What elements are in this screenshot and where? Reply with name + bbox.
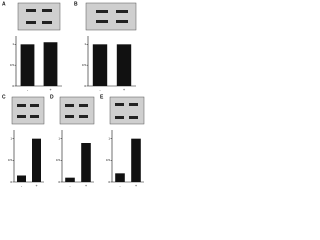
band: [116, 20, 128, 23]
x-tick-label: +: [123, 87, 126, 92]
y-tick-label: 0.5: [106, 158, 111, 162]
panel-label: B: [74, 1, 78, 7]
band: [96, 20, 108, 23]
y-tick-label: 0: [108, 180, 110, 184]
bar: [81, 143, 91, 182]
bar: [92, 44, 108, 86]
band: [26, 9, 36, 12]
x-tick-label: +: [135, 183, 138, 188]
band: [42, 9, 52, 12]
band: [30, 104, 39, 107]
band: [65, 104, 74, 107]
bar: [115, 173, 125, 182]
y-tick-label: 0.5: [56, 158, 61, 162]
band: [79, 115, 88, 118]
band: [26, 21, 36, 24]
band: [96, 10, 108, 13]
x-tick-label: -: [21, 183, 23, 188]
x-tick-label: +: [35, 183, 38, 188]
band: [65, 115, 74, 118]
y-tick-label: 0: [10, 180, 12, 184]
y-tick-label: 0: [58, 180, 60, 184]
panel-label: D: [50, 94, 54, 100]
band: [116, 10, 128, 13]
band: [17, 104, 26, 107]
x-tick-label: +: [49, 87, 52, 92]
bar: [65, 177, 75, 182]
bar: [131, 138, 141, 182]
blot-b: [85, 2, 137, 31]
blot-e: [109, 96, 145, 125]
x-tick-label: +: [85, 183, 88, 188]
y-tick-label: 0.5: [8, 158, 13, 162]
blots: [11, 2, 145, 125]
x-tick-label: -: [119, 183, 121, 188]
x-tick-label: -: [99, 87, 101, 92]
band: [129, 103, 138, 106]
bar: [116, 44, 132, 86]
figure: A 0 0.5 1 - + B 0 0.5 1 - + C 0 0.5 1 - + D 0 0.5 1 - + E 0 0.5 1 - +: [2, 1, 145, 188]
band: [17, 115, 26, 118]
y-tick-label: 1: [58, 136, 60, 140]
y-tick-label: 0: [84, 84, 86, 88]
panel-label: E: [100, 94, 104, 100]
band: [30, 115, 39, 118]
bar: [20, 44, 35, 86]
y-tick-label: 1: [12, 42, 14, 46]
blot-d: [59, 96, 95, 125]
bar: [17, 175, 26, 182]
y-tick-label: 0.5: [82, 63, 87, 67]
band: [129, 116, 138, 119]
x-tick-label: -: [27, 87, 29, 92]
y-tick-label: 1: [10, 136, 12, 140]
panel-label: C: [2, 94, 6, 100]
page: {"chart_data": [ {"type": "bar", "title"…: [2, 1, 145, 189]
bar: [32, 138, 41, 182]
y-tick-label: 1: [84, 42, 86, 46]
bar: [43, 42, 58, 86]
blot-a: [17, 2, 61, 31]
y-tick-label: 0: [12, 84, 14, 88]
y-tick-label: 0.5: [10, 63, 15, 67]
band: [115, 116, 124, 119]
band: [42, 21, 52, 24]
blot-c: [11, 96, 45, 125]
band: [115, 103, 124, 106]
panel-label: A: [2, 1, 6, 7]
y-tick-label: 1: [108, 136, 110, 140]
x-tick-label: -: [69, 183, 71, 188]
band: [79, 104, 88, 107]
